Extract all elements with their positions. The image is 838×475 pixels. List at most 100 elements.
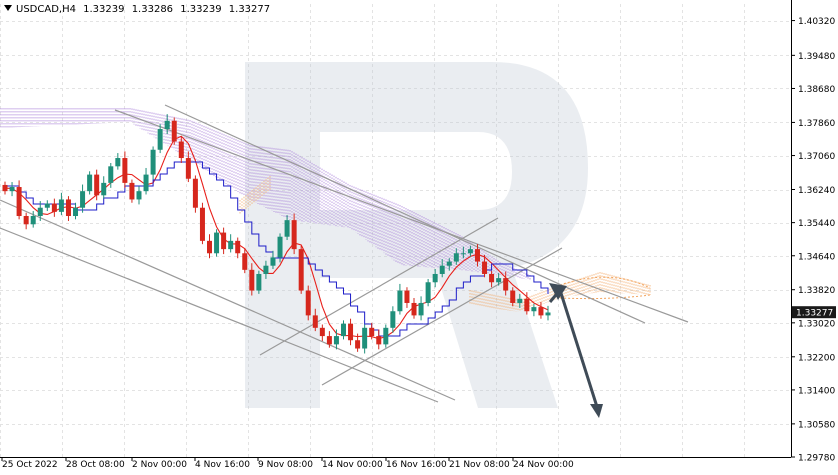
candle xyxy=(2,181,8,195)
candle xyxy=(418,296,424,321)
candle-body xyxy=(340,323,346,337)
candle-body xyxy=(242,253,248,270)
candle xyxy=(467,245,473,257)
candle-body xyxy=(517,298,523,303)
candle-body xyxy=(157,129,163,150)
candle xyxy=(326,331,332,348)
x-tick-label: 25 Oct 2022 xyxy=(2,460,58,470)
y-tick-label: 1.33820 xyxy=(798,286,835,296)
candle xyxy=(277,233,283,263)
candle-body xyxy=(305,290,311,316)
candle-body xyxy=(16,187,22,217)
candle xyxy=(115,153,121,170)
candle xyxy=(298,245,304,294)
candle xyxy=(178,136,184,164)
forecast-arrows xyxy=(548,283,603,418)
candle-body xyxy=(390,311,396,328)
candle xyxy=(228,234,234,253)
candle xyxy=(460,246,466,259)
candle-body xyxy=(411,302,417,316)
candle xyxy=(524,292,530,315)
candle xyxy=(474,244,480,267)
candle-body xyxy=(136,191,142,200)
candle xyxy=(355,333,361,352)
candle xyxy=(256,270,262,294)
candle-body xyxy=(80,191,86,208)
candle xyxy=(122,151,128,188)
candle xyxy=(538,302,544,319)
x-tick-label: 21 Nov 08:00 xyxy=(449,460,510,470)
candle xyxy=(376,329,382,350)
candle-body xyxy=(376,336,382,345)
y-tick-label: 1.35440 xyxy=(798,219,835,229)
y-tick-label: 1.38680 xyxy=(798,85,835,95)
candle-body xyxy=(291,220,297,250)
candle-body xyxy=(355,340,361,349)
candle-body xyxy=(171,120,177,142)
dropdown-triangle-icon[interactable] xyxy=(4,5,12,11)
candle-body xyxy=(58,199,64,212)
candle-body xyxy=(383,327,389,345)
candle xyxy=(44,200,50,212)
last-price-label: 1.33277 xyxy=(796,309,833,319)
y-tick-label: 1.37860 xyxy=(798,119,835,129)
candle xyxy=(23,212,29,230)
candle-body xyxy=(277,236,283,258)
candle xyxy=(157,124,163,154)
candle-body xyxy=(214,232,220,254)
forecast-arrowhead-up xyxy=(549,283,567,300)
candle xyxy=(136,186,142,205)
candle-body xyxy=(369,327,375,337)
candle-body xyxy=(425,282,431,303)
candle xyxy=(348,318,354,346)
candle xyxy=(192,175,198,213)
candles xyxy=(2,114,551,354)
y-tick-label: 1.30580 xyxy=(798,420,835,430)
candle xyxy=(482,254,488,278)
candle-body xyxy=(65,199,71,217)
x-tick-label: 24 Nov 00:00 xyxy=(513,460,574,470)
candle-body xyxy=(178,141,184,159)
y-tick-label: 1.34640 xyxy=(798,252,835,262)
candle xyxy=(171,117,177,145)
candle xyxy=(439,259,445,278)
candle-body xyxy=(143,174,149,192)
candle xyxy=(453,248,459,265)
candle xyxy=(383,324,389,348)
candle-body xyxy=(228,240,234,250)
candle-body xyxy=(545,312,551,316)
y-tick-label: 1.37060 xyxy=(798,152,835,162)
candle-body xyxy=(432,273,438,283)
candle-body xyxy=(199,207,205,241)
candle xyxy=(185,151,191,183)
candle-body xyxy=(446,261,452,266)
x-tick-label: 14 Nov 00:00 xyxy=(322,460,383,470)
candle-body xyxy=(115,158,121,167)
candle xyxy=(411,297,417,319)
candle-body xyxy=(524,298,530,312)
candle-body xyxy=(73,207,79,217)
forecast-arrowhead-down xyxy=(590,404,603,418)
candle-body xyxy=(362,327,368,349)
candle-body xyxy=(531,307,537,312)
candle-body xyxy=(129,182,135,200)
candle xyxy=(517,293,523,308)
candle xyxy=(333,329,339,350)
candle xyxy=(249,263,255,296)
candle xyxy=(150,146,156,180)
candle-body xyxy=(439,265,445,274)
candle-body xyxy=(538,307,544,316)
candle-body xyxy=(185,158,191,179)
candle xyxy=(87,171,93,195)
candle xyxy=(489,270,495,288)
candle xyxy=(65,196,71,221)
candle-body xyxy=(474,249,480,262)
candle-body xyxy=(489,273,495,283)
candle xyxy=(270,250,276,270)
y-tick-label: 1.29780 xyxy=(798,454,835,464)
y-tick-label: 1.31400 xyxy=(798,386,835,396)
open-value: 1.33239 xyxy=(83,4,125,15)
channel-line xyxy=(0,227,439,403)
